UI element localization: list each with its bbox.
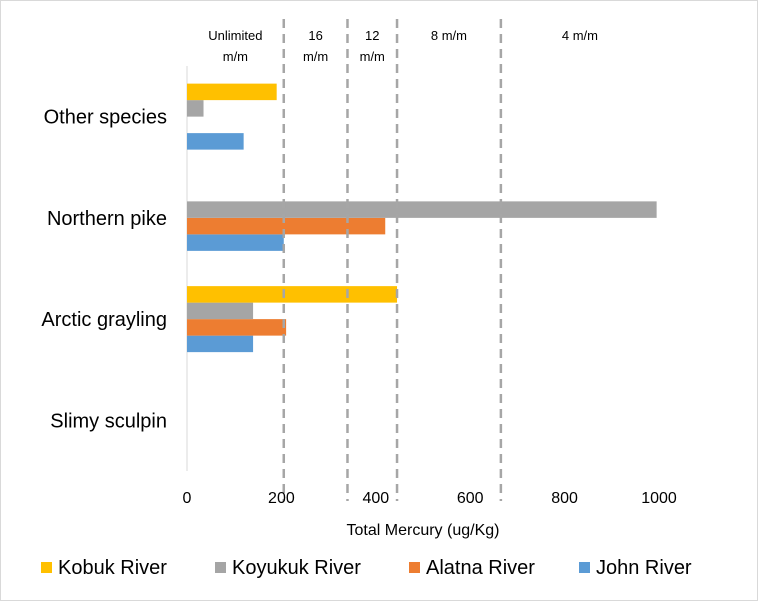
legend-label: John River xyxy=(596,557,692,579)
bar-kobuk-river-arctic-grayling xyxy=(187,286,398,303)
x-tick-label: 0 xyxy=(183,490,192,507)
zone-label: Unlimited xyxy=(208,28,262,43)
bar-alatna-river-northern-pike xyxy=(187,217,386,235)
zone-label: 8 m/m xyxy=(431,28,467,43)
category-label: Slimy sculpin xyxy=(50,410,167,432)
zone-label: 4 m/m xyxy=(562,28,598,43)
legend-label: Alatna River xyxy=(426,557,535,579)
legend-swatch-alatna-river xyxy=(409,562,420,573)
bar-koyukuk-river-northern-pike xyxy=(187,201,657,218)
zone-label-unit: m/m xyxy=(303,49,328,64)
legend-label: Koyukuk River xyxy=(232,557,361,579)
zone-label: 16 xyxy=(308,28,322,43)
legend-swatch-kobuk-river xyxy=(41,562,52,573)
x-axis-title: Total Mercury (ug/Kg) xyxy=(347,522,500,539)
zone-label-unit: m/m xyxy=(360,49,385,64)
category-label: Northern pike xyxy=(47,208,167,230)
bar-kobuk-river-other-species xyxy=(187,83,277,101)
bar-john-river-northern-pike xyxy=(187,234,284,251)
x-tick-label: 1000 xyxy=(641,490,677,507)
category-label: Arctic grayling xyxy=(41,309,167,331)
legend-label: Kobuk River xyxy=(58,557,167,579)
bar-alatna-river-arctic-grayling xyxy=(187,319,287,336)
bar-john-river-arctic-grayling xyxy=(187,335,254,353)
legend-swatch-john-river xyxy=(579,562,590,573)
x-tick-label: 800 xyxy=(551,490,578,507)
bar-john-river-other-species xyxy=(187,133,244,150)
x-tick-label: 600 xyxy=(457,490,484,507)
bar-koyukuk-river-arctic-grayling xyxy=(187,302,254,320)
category-label: Other species xyxy=(44,107,167,129)
bar-koyukuk-river-other-species xyxy=(187,100,204,117)
x-tick-label: 200 xyxy=(268,490,295,507)
x-tick-label: 400 xyxy=(362,490,389,507)
legend-swatch-koyukuk-river xyxy=(215,562,226,573)
zone-label: 12 xyxy=(365,28,379,43)
zone-label-unit: m/m xyxy=(223,49,248,64)
